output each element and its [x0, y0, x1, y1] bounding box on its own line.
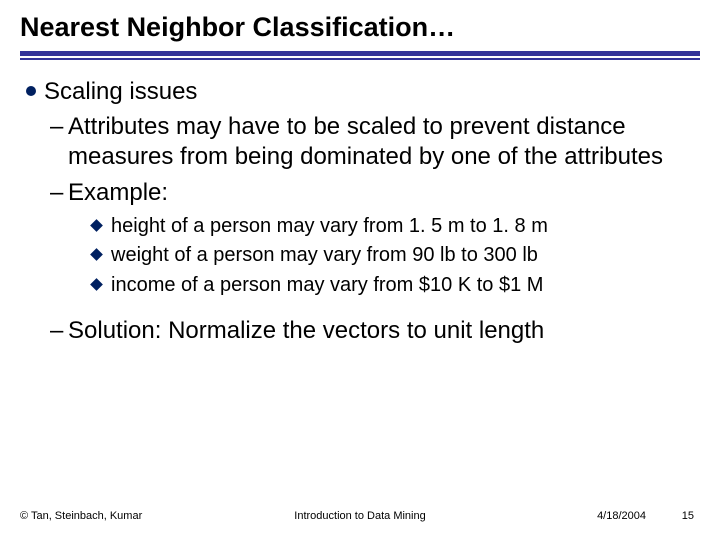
rule-thick [20, 51, 700, 56]
example-weight-text: weight of a person may vary from 90 lb t… [111, 243, 538, 267]
diamond-icon [90, 219, 103, 232]
slide: Nearest Neighbor Classification… Scaling… [0, 0, 720, 540]
subpoint-example: – Example: [50, 178, 694, 208]
dash-icon: – [50, 112, 68, 172]
footer: © Tan, Steinbach, Kumar Introduction to … [20, 510, 700, 522]
example-weight: weight of a person may vary from 90 lb t… [92, 243, 694, 267]
slide-title: Nearest Neighbor Classification… [20, 12, 700, 43]
example-income-text: income of a person may vary from $10 K t… [111, 273, 543, 297]
subpoint-solution: – Solution: Normalize the vectors to uni… [50, 316, 694, 346]
slide-body: Scaling issues – Attributes may have to … [20, 78, 700, 346]
dash-icon: – [50, 316, 68, 346]
footer-page: 15 [682, 510, 694, 522]
spacer [26, 302, 694, 316]
subpoint-solution-text: Solution: Normalize the vectors to unit … [68, 316, 544, 346]
dash-icon: – [50, 178, 68, 208]
rule-thin [20, 58, 700, 60]
subpoint-example-text: Example: [68, 178, 168, 208]
bullet-scaling: Scaling issues [26, 78, 694, 106]
title-rule [20, 51, 700, 60]
subpoint-attributes-text: Attributes may have to be scaled to prev… [68, 112, 694, 172]
example-income: income of a person may vary from $10 K t… [92, 273, 694, 297]
bullet-scaling-text: Scaling issues [44, 78, 197, 106]
example-height: height of a person may vary from 1. 5 m … [92, 214, 694, 238]
diamond-icon [90, 278, 103, 291]
disc-icon [26, 86, 36, 96]
example-height-text: height of a person may vary from 1. 5 m … [111, 214, 548, 238]
footer-date: 4/18/2004 [597, 510, 646, 522]
subpoint-attributes: – Attributes may have to be scaled to pr… [50, 112, 694, 172]
diamond-icon [90, 249, 103, 262]
